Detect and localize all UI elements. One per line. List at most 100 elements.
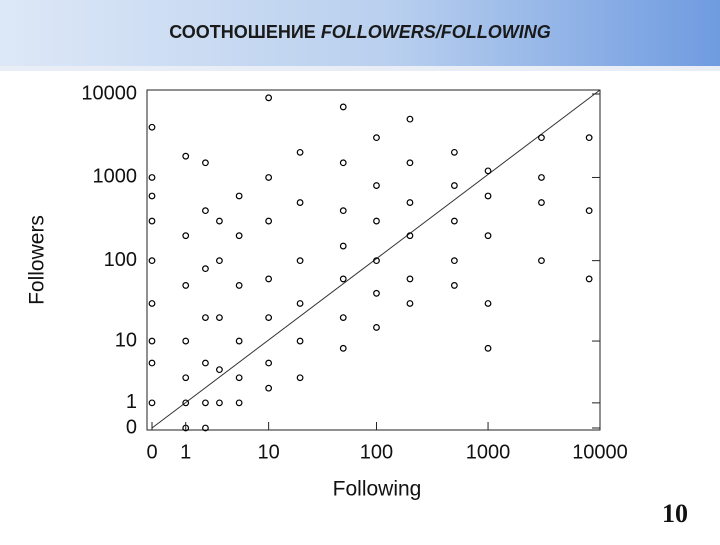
x-tick-label: 10000 — [572, 441, 628, 463]
slide-title: СООТНОШЕНИЕ FOLLOWERS/FOLLOWING — [169, 22, 551, 42]
x-tick-label: 0 — [146, 441, 157, 463]
point — [182, 152, 190, 160]
point — [406, 275, 414, 283]
point — [296, 257, 304, 265]
header-shadow — [0, 66, 720, 71]
y-tick-label: 0 — [126, 416, 137, 438]
point — [182, 232, 190, 240]
point — [202, 424, 209, 432]
point — [202, 265, 209, 273]
point — [265, 384, 273, 392]
point — [484, 232, 492, 240]
point — [373, 324, 380, 331]
point — [373, 257, 380, 265]
point — [235, 337, 243, 345]
point — [182, 374, 190, 382]
point — [450, 148, 458, 156]
point — [265, 174, 273, 181]
point — [373, 182, 380, 189]
point — [450, 217, 458, 225]
point — [538, 257, 545, 265]
point — [450, 182, 458, 189]
point — [148, 337, 156, 345]
point — [406, 232, 414, 240]
point — [538, 134, 545, 142]
point — [202, 359, 209, 367]
y-tick-label: 100 — [104, 249, 137, 271]
point — [235, 399, 243, 407]
point — [585, 275, 593, 283]
point — [148, 123, 156, 131]
point — [216, 399, 223, 407]
header-band — [0, 0, 720, 66]
point — [182, 282, 190, 289]
point — [484, 300, 492, 307]
point — [484, 192, 492, 200]
point — [148, 300, 156, 307]
point — [202, 159, 209, 167]
point — [538, 199, 545, 206]
point — [339, 103, 347, 111]
point — [265, 359, 273, 367]
point — [406, 159, 414, 167]
y-tick-label: 1 — [126, 391, 137, 413]
point — [296, 337, 304, 345]
y-tick-label: 10 — [115, 329, 137, 351]
point — [265, 217, 273, 225]
point — [235, 232, 243, 240]
point — [265, 314, 273, 321]
point — [148, 192, 156, 200]
point — [585, 207, 593, 215]
point — [339, 314, 347, 321]
point — [406, 199, 414, 206]
point — [202, 399, 209, 407]
point — [484, 344, 492, 352]
point — [216, 217, 223, 225]
point — [265, 94, 273, 102]
point — [339, 207, 347, 215]
x-tick-label: 1 — [180, 441, 191, 463]
point — [296, 300, 304, 307]
point — [216, 314, 223, 321]
point — [296, 199, 304, 206]
point — [202, 207, 209, 215]
point — [235, 374, 243, 382]
point — [182, 337, 190, 345]
point — [202, 314, 209, 321]
point — [373, 289, 380, 297]
point — [182, 399, 190, 407]
x-tick-label: 1000 — [466, 441, 511, 463]
point — [339, 275, 347, 283]
point — [406, 300, 414, 307]
title-text: СООТНОШЕНИЕ — [169, 22, 316, 42]
point — [296, 374, 304, 382]
point — [538, 174, 545, 181]
y-tick-label: 10000 — [81, 82, 137, 104]
point — [406, 115, 414, 123]
diagonal-reference — [151, 89, 601, 429]
x-tick-label: 10 — [258, 441, 280, 463]
point — [235, 192, 243, 200]
point — [339, 344, 347, 352]
point — [148, 257, 156, 265]
point — [484, 167, 492, 175]
point — [373, 134, 380, 142]
point — [148, 217, 156, 225]
point — [373, 217, 380, 225]
point — [148, 174, 156, 181]
point — [339, 242, 347, 250]
point — [235, 282, 243, 289]
plot-area — [148, 94, 593, 432]
point — [148, 359, 156, 367]
x-tick-label: 100 — [360, 441, 393, 463]
point — [148, 399, 156, 407]
point — [585, 134, 593, 142]
y-tick-label: 1000 — [93, 166, 138, 188]
title-emphasis: FOLLOWERS/FOLLOWING — [321, 22, 551, 42]
point — [216, 257, 223, 265]
point — [450, 257, 458, 265]
plot-frame — [146, 89, 601, 431]
y-axis-label: Followers — [26, 215, 49, 305]
point — [339, 159, 347, 167]
